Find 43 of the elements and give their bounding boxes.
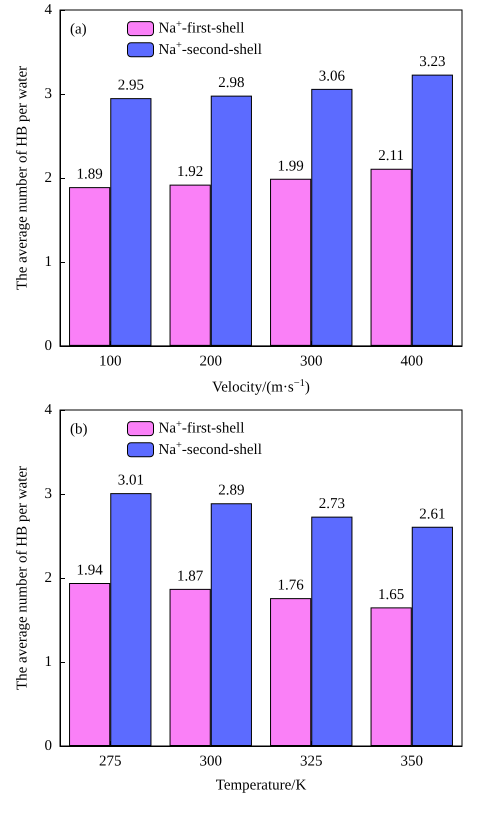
- y-tick-label: 1: [44, 254, 52, 270]
- y-axis-title: The average number of HB per water: [14, 66, 30, 290]
- annotation: (a): [70, 22, 87, 38]
- data-label: 1.92: [177, 164, 204, 180]
- legend-label: Na+-first-shell: [158, 419, 244, 437]
- data-label: 3.23: [419, 54, 446, 70]
- data-label: 1.87: [177, 568, 204, 584]
- y-tick-label: 2: [44, 170, 52, 186]
- x-tick-label: 275: [99, 754, 122, 770]
- data-label: 2.11: [378, 148, 404, 164]
- x-tick-label: 300: [300, 353, 322, 370]
- legend-label: Na+-second-shell: [158, 440, 262, 458]
- data-label: 1.99: [278, 158, 304, 174]
- x-axis-title: Temperature/K: [216, 778, 306, 794]
- x-tick-label: 350: [400, 754, 423, 770]
- y-tick-label: 0: [44, 338, 52, 354]
- x-tick-label: 300: [200, 754, 222, 770]
- y-tick-label: 3: [44, 86, 52, 102]
- y-tick-label: 4: [44, 402, 52, 418]
- x-tick-label: 100: [99, 353, 122, 370]
- data-label: 1.76: [278, 578, 304, 594]
- y-tick-label: 1: [44, 654, 52, 670]
- x-tick-label: 400: [400, 353, 423, 370]
- data-label: 2.98: [218, 75, 244, 92]
- y-tick-label: 3: [44, 486, 52, 502]
- legend-label: Na+-first-shell: [158, 19, 244, 37]
- annotation: (b): [70, 422, 88, 438]
- data-label: 2.89: [218, 482, 244, 499]
- data-label: 1.94: [76, 562, 104, 579]
- x-tick-label: 325: [300, 754, 322, 770]
- data-label: 2.95: [118, 78, 144, 94]
- data-label: 2.73: [318, 496, 345, 512]
- data-label: 1.89: [76, 166, 103, 183]
- data-label: 1.65: [378, 586, 404, 603]
- y-axis-title: The average number of HB per water: [14, 466, 30, 690]
- y-tick-label: 2: [44, 570, 52, 586]
- x-tick-label: 200: [200, 353, 222, 370]
- y-tick-label: 4: [44, 2, 52, 18]
- data-label: 3.01: [118, 472, 144, 489]
- y-tick-label: 0: [44, 738, 52, 754]
- data-label: 2.61: [419, 506, 446, 522]
- data-label: 3.06: [318, 68, 346, 84]
- legend-label: Na+-second-shell: [158, 40, 262, 58]
